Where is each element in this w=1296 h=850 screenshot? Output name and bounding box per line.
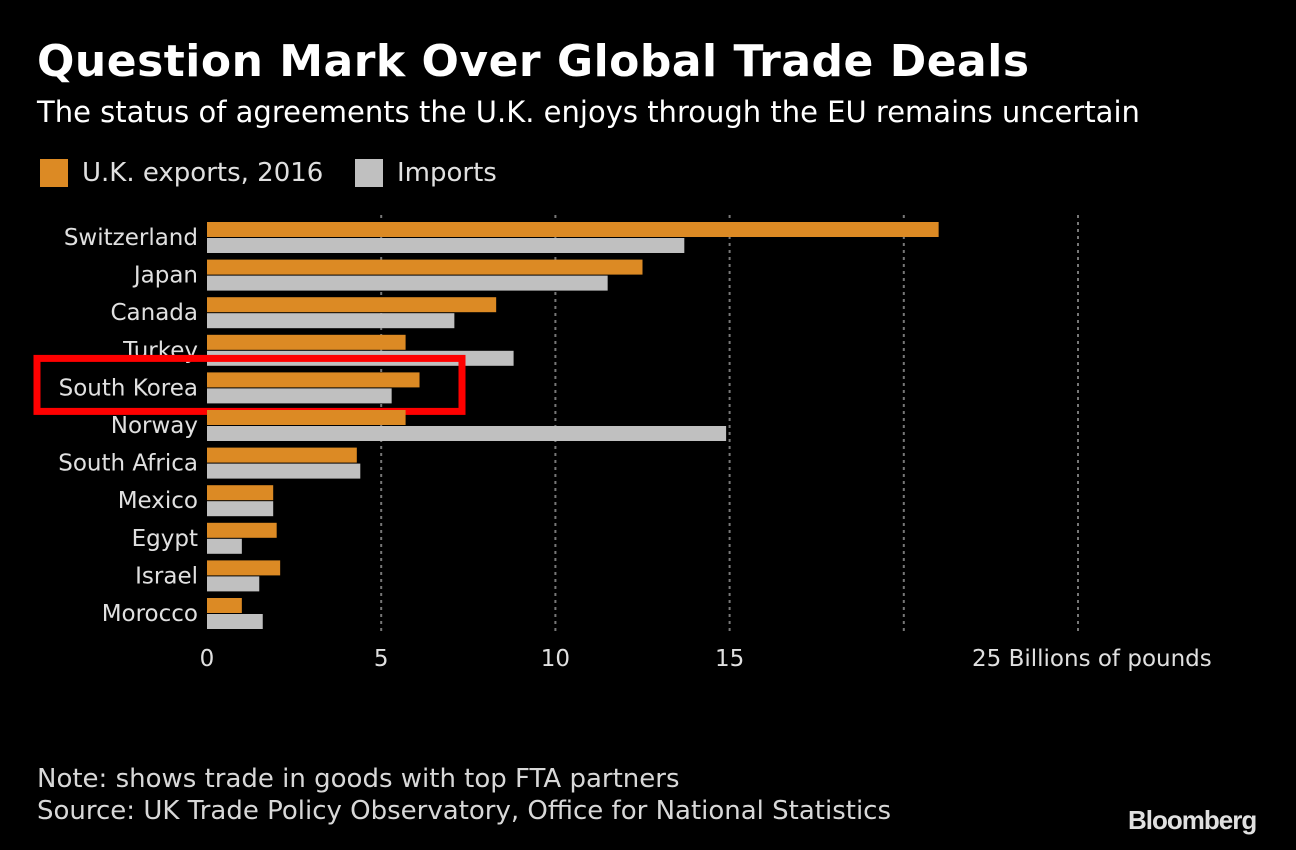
x-tick-label: 25 Billions of pounds: [972, 646, 1212, 672]
category-label: Canada: [110, 300, 198, 326]
bar-exports: [207, 334, 406, 350]
bloomberg-logo: Bloomberg: [1128, 805, 1257, 835]
bar-exports: [207, 485, 274, 501]
legend-label-exports: U.K. exports, 2016: [82, 158, 324, 188]
x-tick-label: 5: [374, 646, 389, 672]
bar-imports: [207, 463, 361, 479]
legend-swatch-exports: [40, 159, 68, 187]
bar-exports: [207, 297, 497, 313]
category-label: Switzerland: [64, 225, 198, 251]
bar-imports: [207, 275, 608, 291]
bar-imports: [207, 614, 263, 629]
category-label: South Africa: [58, 451, 198, 477]
chart-title: Question Mark Over Global Trade Deals: [37, 36, 1030, 87]
category-label: Mexico: [118, 488, 198, 514]
bar-imports: [207, 313, 455, 329]
bar-exports: [207, 372, 420, 388]
bar-imports: [207, 238, 685, 253]
legend-item-exports: U.K. exports, 2016: [40, 158, 323, 188]
chart-note: Note: shows trade in goods with top FTA …: [37, 764, 680, 794]
legend-item-imports: Imports: [355, 158, 497, 188]
category-label: South Korea: [59, 375, 198, 401]
chart-source: Source: UK Trade Policy Observatory, Off…: [37, 796, 892, 826]
bar-imports: [207, 426, 727, 441]
bar-imports: [207, 538, 242, 554]
bar-exports: [207, 259, 643, 275]
category-label: Israel: [135, 563, 198, 589]
legend-label-imports: Imports: [397, 158, 497, 188]
bar-exports: [207, 222, 939, 237]
bar-imports: [207, 576, 260, 592]
category-label: Norway: [111, 413, 198, 439]
x-tick-label: 15: [715, 646, 744, 672]
category-label: Japan: [132, 263, 198, 289]
bar-exports: [207, 522, 277, 538]
category-label: Morocco: [102, 601, 198, 627]
category-label: Egypt: [132, 526, 198, 552]
bar-exports: [207, 410, 406, 425]
bar-imports: [207, 388, 392, 404]
bar-exports: [207, 598, 242, 613]
bar-imports: [207, 501, 274, 517]
bar-exports: [207, 560, 281, 576]
x-tick-label: 0: [200, 646, 215, 672]
x-tick-label: 10: [541, 646, 570, 672]
bar-exports: [207, 447, 357, 463]
chart-subtitle: The status of agreements the U.K. enjoys…: [37, 95, 1140, 129]
legend-swatch-imports: [355, 159, 383, 187]
